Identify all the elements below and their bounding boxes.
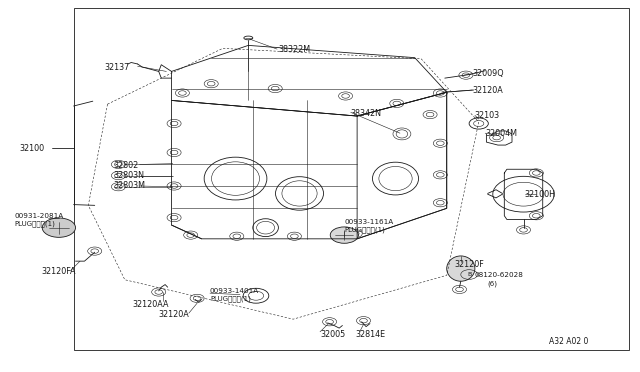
Text: PLUGブラグ(1): PLUGブラグ(1) [344, 227, 385, 233]
Ellipse shape [447, 256, 475, 281]
Text: 32004M: 32004M [485, 129, 517, 138]
Text: 00933-1161A: 00933-1161A [344, 219, 394, 225]
Text: A32 A02 0: A32 A02 0 [549, 337, 589, 346]
Text: 32120A: 32120A [472, 86, 503, 94]
Text: 00931-2081A: 00931-2081A [14, 213, 63, 219]
Text: 32137: 32137 [104, 63, 129, 72]
Text: 32814E: 32814E [356, 330, 386, 339]
Text: 32100H: 32100H [525, 190, 556, 199]
Text: PLUGブラグ(1): PLUGブラグ(1) [210, 295, 251, 302]
Bar [74, 8, 629, 350]
Text: 38342N: 38342N [351, 109, 381, 118]
Text: (6): (6) [488, 280, 498, 287]
Text: 32009Q: 32009Q [472, 69, 504, 78]
Text: 32100: 32100 [19, 144, 44, 153]
Text: 32120FA: 32120FA [42, 267, 76, 276]
Text: 32802: 32802 [114, 161, 139, 170]
Text: PLUGブラグ(1): PLUGブラグ(1) [14, 220, 55, 227]
Text: 32103: 32103 [475, 111, 500, 120]
Text: 32120F: 32120F [454, 260, 484, 269]
Text: B: B [467, 272, 471, 277]
Text: 32803M: 32803M [114, 181, 146, 190]
Text: 08120-62028: 08120-62028 [475, 272, 524, 278]
Text: 32120AA: 32120AA [132, 300, 169, 309]
Text: 32005: 32005 [320, 330, 345, 339]
Circle shape [330, 227, 358, 243]
Text: 32120A: 32120A [159, 310, 189, 319]
Circle shape [42, 218, 76, 237]
Text: 32803N: 32803N [114, 171, 145, 180]
Text: 38322M: 38322M [278, 45, 310, 54]
Text: 00933-1401A: 00933-1401A [210, 288, 259, 294]
